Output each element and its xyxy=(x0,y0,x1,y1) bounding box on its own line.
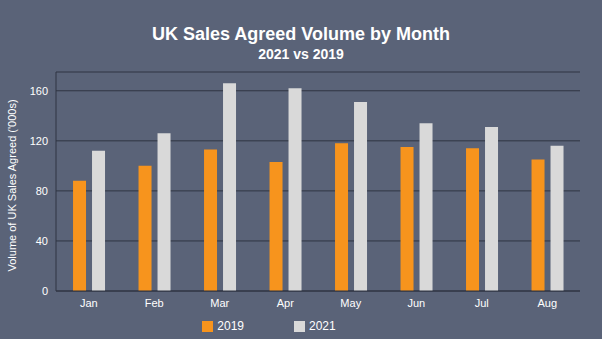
html-text:UK Sales Agreed Volume by Mont: UK Sales Agreed Volume by Month xyxy=(152,24,450,44)
svg-text:120: 120 xyxy=(30,135,48,147)
svg-text:80: 80 xyxy=(36,185,48,197)
svg-text:Aug: Aug xyxy=(537,297,557,309)
html-text:2021: 2021 xyxy=(309,319,336,333)
html-text:2021 vs 2019: 2021 vs 2019 xyxy=(258,46,344,62)
svg-text:40: 40 xyxy=(36,235,48,247)
html-text:2019: 2019 xyxy=(217,319,244,333)
svg-text:Mar: Mar xyxy=(210,297,229,309)
svg-text:Jul: Jul xyxy=(475,297,489,309)
svg-text:Apr: Apr xyxy=(277,297,294,309)
svg-text:Volume of UK Sales Agreed ('00: Volume of UK Sales Agreed ('000s) xyxy=(8,99,18,271)
svg-text:Jun: Jun xyxy=(407,297,425,309)
svg-text:160: 160 xyxy=(30,85,48,97)
svg-text:Feb: Feb xyxy=(145,297,164,309)
svg-text:May: May xyxy=(340,297,361,309)
svg-text:Jan: Jan xyxy=(80,297,98,309)
svg-text:0: 0 xyxy=(42,285,48,297)
